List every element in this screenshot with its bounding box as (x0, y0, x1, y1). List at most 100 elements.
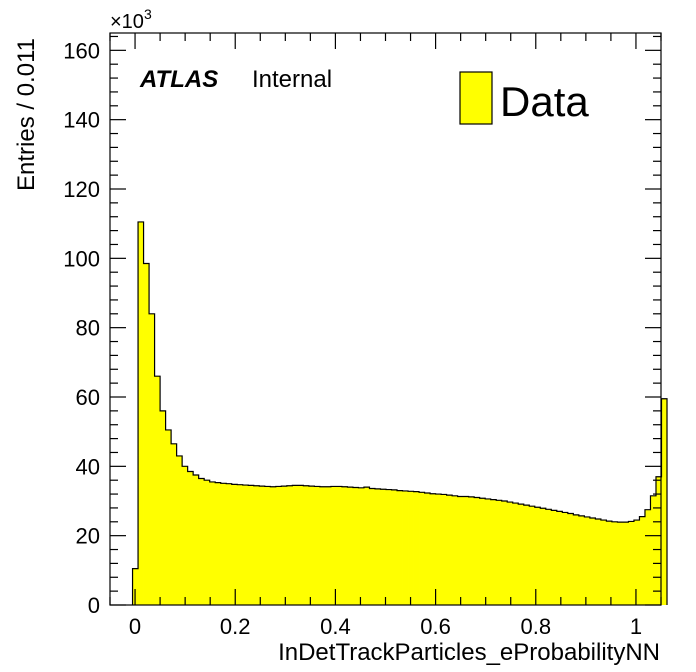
histogram-bin (182, 466, 189, 605)
histogram-bin (209, 481, 216, 605)
histogram-bin (628, 521, 635, 605)
y-tick-label: 100 (63, 246, 100, 271)
histogram-bin (644, 509, 651, 605)
histogram-bin (220, 483, 227, 605)
histogram-bin (540, 508, 547, 605)
histogram-bin (479, 498, 486, 605)
histogram-bin (518, 504, 525, 605)
histogram-bin (226, 483, 233, 605)
histogram-bin (374, 488, 381, 605)
histogram-bin (143, 263, 150, 605)
histogram-bin (435, 494, 442, 605)
histogram-bin (308, 486, 315, 605)
x-tick-label: 1 (630, 614, 642, 639)
histogram-bin (419, 492, 425, 605)
histogram-bin (319, 486, 326, 605)
histogram-bin (347, 487, 354, 605)
histogram-bin (380, 489, 387, 605)
histogram-bin (264, 486, 271, 605)
histogram-bin (650, 495, 657, 605)
histogram-bin (303, 485, 310, 605)
histogram-bin (297, 485, 304, 605)
histogram-bin (187, 471, 194, 605)
histogram-bin (402, 490, 409, 605)
y-tick-label: 0 (88, 593, 100, 618)
histogram-bin (490, 499, 497, 605)
histogram-bin (270, 486, 277, 605)
histogram-bin (253, 485, 260, 605)
y-multiplier-base: ×10 (110, 11, 144, 33)
y-axis-ticks: 0 20 40 60 80 100 120 140 160 (63, 35, 661, 618)
histogram-bin (556, 511, 563, 605)
histogram-bin (358, 487, 365, 605)
histogram-bin (424, 493, 431, 605)
histogram-outline (131, 221, 668, 605)
histogram-bin (275, 486, 282, 605)
x-axis-ticks: 0 0.2 0.4 0.6 0.8 1 (109, 33, 662, 639)
histogram-bin (622, 522, 629, 605)
histogram-bin (611, 521, 618, 605)
histogram-bin (397, 490, 403, 605)
x-tick-label: 0.4 (320, 614, 351, 639)
atlas-label: ATLAS (139, 66, 218, 93)
x-axis-title: InDetTrackParticles_eProbabilityNN (278, 639, 660, 666)
y-tick-label: 160 (63, 38, 100, 63)
y-tick-label: 20 (76, 524, 100, 549)
histogram-bin (474, 497, 481, 605)
histogram-bin (149, 313, 155, 605)
histogram-bin (314, 486, 321, 605)
histogram-bin (529, 506, 536, 605)
histogram-bin (452, 495, 459, 605)
histogram-bin (391, 489, 398, 605)
y-multiplier-exponent: 3 (144, 6, 152, 22)
legend-swatch (459, 71, 493, 125)
histogram-bin (369, 488, 376, 605)
x-tick-label: 0.8 (520, 614, 551, 639)
histogram-bin (171, 443, 178, 605)
y-tick-label: 120 (63, 177, 100, 202)
histogram-bin (352, 487, 359, 605)
histogram-bin (468, 496, 475, 605)
y-axis-multiplier: ×103 (110, 6, 152, 33)
histogram-bin (501, 501, 508, 605)
histogram-bin (441, 494, 448, 605)
histogram-bin (292, 485, 299, 605)
histogram-bin (231, 484, 238, 605)
y-tick-label: 80 (76, 316, 100, 341)
histogram-bin (463, 496, 470, 605)
histogram-bin (386, 489, 392, 605)
x-tick-label: 0.6 (420, 614, 451, 639)
histogram-bin (595, 519, 602, 605)
histogram-bin (132, 568, 139, 605)
histogram-bin (617, 522, 624, 605)
histogram-bin (507, 502, 514, 605)
histogram-bin (193, 475, 200, 605)
histogram-bin (336, 486, 343, 605)
histogram-bin (215, 482, 222, 605)
histogram-bin (534, 507, 541, 605)
histogram-bin (446, 495, 453, 605)
histogram-bin (413, 491, 420, 605)
histogram-bin (160, 410, 167, 605)
histogram-bin (330, 486, 337, 605)
histogram-bin (259, 486, 266, 605)
histogram-bin (606, 521, 613, 605)
y-axis-title: Entries / 0.011 (13, 38, 40, 191)
histogram-bin (165, 429, 172, 605)
histogram-bin (545, 509, 552, 605)
histogram-bin (363, 487, 370, 605)
histogram-bin (198, 478, 205, 605)
histogram-bin (512, 503, 519, 605)
histogram-bin (589, 517, 596, 605)
histogram-bin (655, 476, 662, 605)
histogram-bin (325, 486, 332, 605)
histogram-bin (341, 486, 348, 605)
histogram-bin (633, 520, 640, 605)
status-label: Internal (252, 66, 332, 93)
histogram-bin (430, 493, 436, 605)
histogram-bin (523, 505, 530, 605)
histogram-bin (661, 398, 668, 605)
histogram-bin (567, 513, 574, 605)
histogram-bin (154, 376, 161, 605)
